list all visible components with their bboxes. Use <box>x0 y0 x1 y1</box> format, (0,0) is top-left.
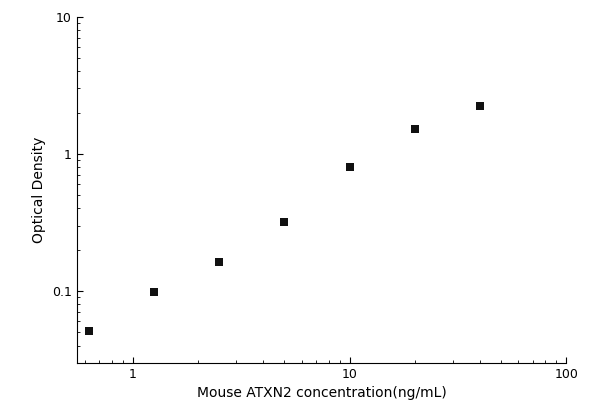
Point <box>476 103 485 110</box>
Point <box>345 164 355 171</box>
Point <box>149 288 159 295</box>
Point <box>410 126 419 132</box>
Point <box>280 219 289 225</box>
Y-axis label: Optical Density: Optical Density <box>32 136 47 243</box>
Point <box>84 328 93 334</box>
Point <box>215 259 224 265</box>
X-axis label: Mouse ATXN2 concentration(ng/mL): Mouse ATXN2 concentration(ng/mL) <box>196 386 447 400</box>
